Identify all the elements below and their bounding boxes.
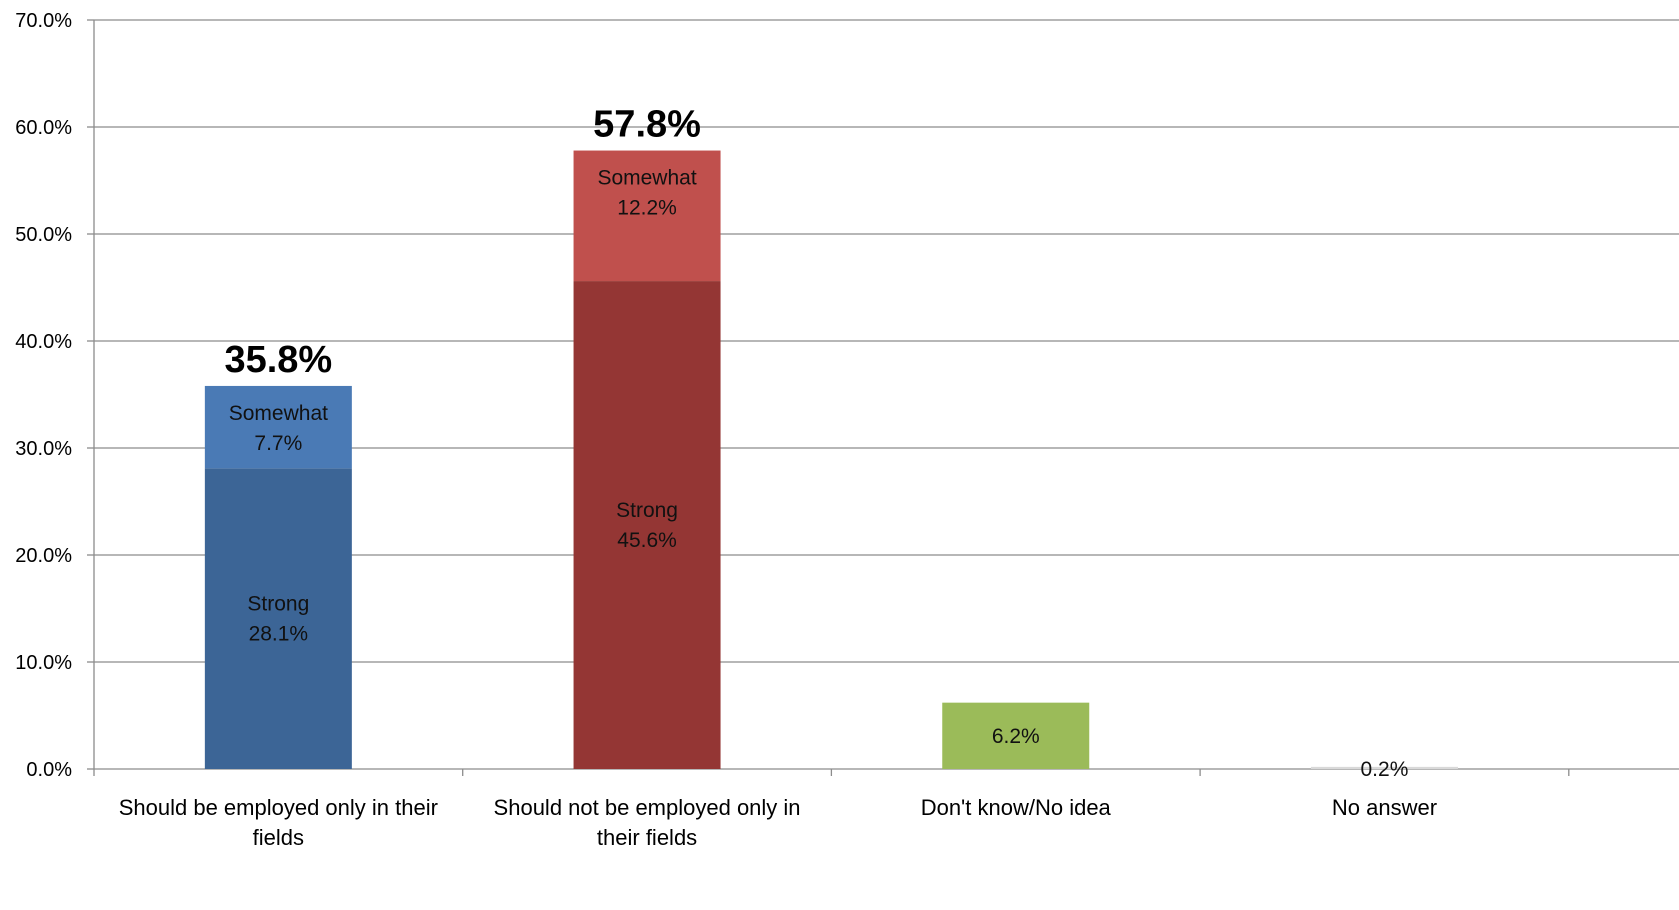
y-tick-label: 10.0% bbox=[15, 652, 72, 674]
y-tick-label: 20.0% bbox=[15, 545, 72, 567]
total-label: 35.8% bbox=[224, 339, 332, 381]
total-label: 57.8% bbox=[593, 104, 701, 146]
data-label: 0.2% bbox=[1361, 758, 1409, 781]
x-tick-label: No answer bbox=[1332, 795, 1437, 820]
bar-segment bbox=[942, 702, 1090, 769]
y-tick-label: 70.0% bbox=[15, 10, 72, 32]
bar-segment bbox=[1310, 766, 1458, 769]
data-label: Somewhat bbox=[229, 402, 328, 425]
x-tick-label: Don't know/No idea bbox=[921, 795, 1112, 820]
x-tick-label: Should be employed only in their bbox=[119, 795, 438, 820]
data-label: 28.1% bbox=[249, 623, 309, 646]
data-label: 12.2% bbox=[617, 197, 677, 220]
data-label: 45.6% bbox=[617, 529, 677, 552]
bars bbox=[204, 150, 1458, 769]
bar-segment bbox=[204, 385, 352, 469]
y-tick-label: 50.0% bbox=[15, 224, 72, 246]
bar-segment bbox=[573, 281, 721, 769]
y-tick-label: 30.0% bbox=[15, 438, 72, 460]
data-label: Strong bbox=[247, 593, 309, 616]
bar-segment bbox=[204, 468, 352, 769]
data-label: 6.2% bbox=[992, 725, 1040, 748]
bar-segment bbox=[573, 150, 721, 282]
y-tick-label: 60.0% bbox=[15, 117, 72, 139]
x-tick-label: Should not be employed only in bbox=[494, 795, 801, 820]
gridlines bbox=[94, 19, 1679, 663]
x-tick-label: their fields bbox=[597, 825, 697, 850]
x-tick-label: fields bbox=[253, 825, 304, 850]
y-tick-label: 0.0% bbox=[26, 759, 72, 781]
data-label: 7.7% bbox=[254, 432, 302, 455]
y-tick-label: 40.0% bbox=[15, 331, 72, 353]
labels: Strong 28.1% Somewhat 7.7% 35.8% Should be em… bbox=[119, 104, 1437, 850]
data-label: Strong bbox=[616, 499, 678, 522]
data-label: Somewhat bbox=[597, 167, 696, 190]
